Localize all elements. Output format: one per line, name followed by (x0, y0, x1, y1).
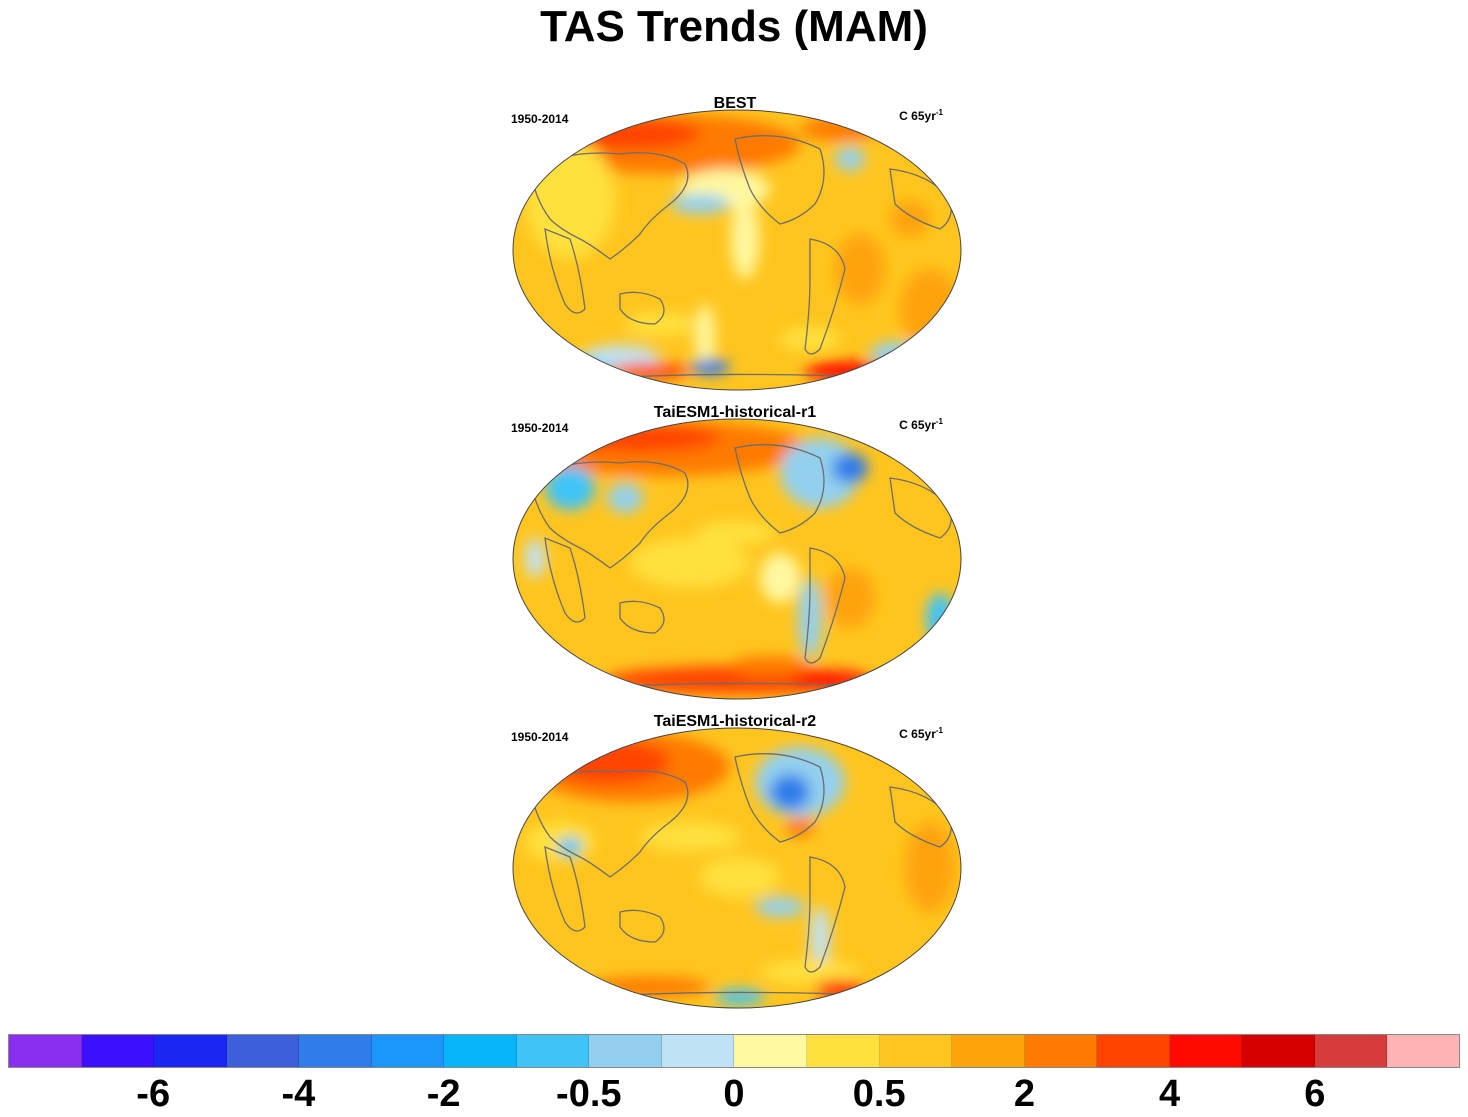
colorbar-swatch (1024, 1035, 1098, 1067)
colorbar-swatch (516, 1035, 590, 1067)
colorbar-swatch (81, 1035, 155, 1067)
panel-title: BEST (713, 95, 757, 112)
trend-map (512, 418, 962, 700)
map-panel-best: BEST 1950-2014 C 65yr-1 (505, 95, 965, 395)
colorbar-tick-label: -0.5 (556, 1073, 622, 1115)
colorbar (8, 1034, 1460, 1068)
colorbar-swatch (444, 1035, 517, 1067)
colorbar-tick-label: 0.5 (852, 1073, 906, 1115)
units-label: C 65yr-1 (899, 726, 943, 741)
colorbar-swatch (1242, 1035, 1315, 1067)
colorbar-swatch (154, 1035, 227, 1067)
colorbar-tick-label: 2 (1013, 1073, 1035, 1115)
colorbar-tick-label: -6 (136, 1073, 171, 1115)
figure-title: TAS Trends (MAM) (540, 2, 928, 51)
units-label: C 65yr-1 (899, 108, 943, 123)
colorbar-swatch (952, 1035, 1025, 1067)
panel-title: TaiESM1-historical-r1 (653, 404, 817, 421)
colorbar-swatch (371, 1035, 445, 1067)
colorbar-tick-label: -2 (426, 1073, 461, 1115)
colorbar-tick-label: -4 (281, 1073, 316, 1115)
map-panel-taiesm1-r1: TaiESM1-historical-r1 1950-2014 C 65yr-1 (505, 404, 965, 704)
colorbar-labels: -6 -4 -2 -0.5 0 0.5 2 4 6 (0, 1072, 1468, 1117)
colorbar-swatch (226, 1035, 300, 1067)
colorbar-swatch (1169, 1035, 1243, 1067)
period-label: 1950-2014 (511, 730, 569, 744)
trend-map (512, 727, 962, 1009)
colorbar-swatch (299, 1035, 372, 1067)
colorbar-swatch (807, 1035, 880, 1067)
colorbar-swatch (879, 1035, 953, 1067)
colorbar-tick-label: 0 (723, 1073, 745, 1115)
trend-map (512, 109, 962, 391)
colorbar-tick-label: 4 (1159, 1073, 1181, 1115)
panel-title: TaiESM1-historical-r2 (653, 713, 817, 730)
colorbar-swatch (1314, 1035, 1388, 1067)
colorbar-swatch (661, 1035, 735, 1067)
colorbar-swatch (734, 1035, 808, 1067)
colorbar-swatch (9, 1035, 82, 1067)
map-panel-taiesm1-r2: TaiESM1-historical-r2 1950-2014 C 65yr-1 (505, 713, 965, 1013)
colorbar-swatch (1387, 1035, 1459, 1067)
colorbar-tick-label: 6 (1304, 1073, 1326, 1115)
colorbar-swatch (589, 1035, 662, 1067)
units-label: C 65yr-1 (899, 417, 943, 432)
period-label: 1950-2014 (511, 421, 569, 435)
colorbar-swatch (1097, 1035, 1170, 1067)
period-label: 1950-2014 (511, 112, 569, 126)
